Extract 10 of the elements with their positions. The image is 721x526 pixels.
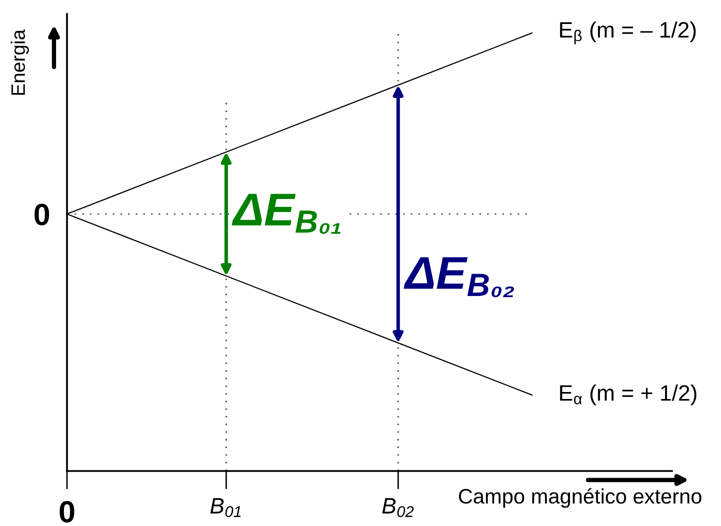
ref-line-label: 0 [34,204,50,226]
series-label: E$_{α}$ (m = + 1/2) [560,384,696,406]
x-tick-label: B$_{02}$ [382,498,414,518]
x-tick-label: 0 [60,500,74,523]
series-label: E$_{β}$ (m = – 1/2) [560,21,696,44]
y-axis-title: Energia [10,29,29,95]
x-tick-label: B$_{01}$ [210,498,241,518]
x-axis-title: Campo magnético externo [458,488,702,508]
annotation: ΔE$_{B₀₁}$ [232,194,341,234]
annotation: ΔE$_{B₀₂}$ [404,257,514,298]
